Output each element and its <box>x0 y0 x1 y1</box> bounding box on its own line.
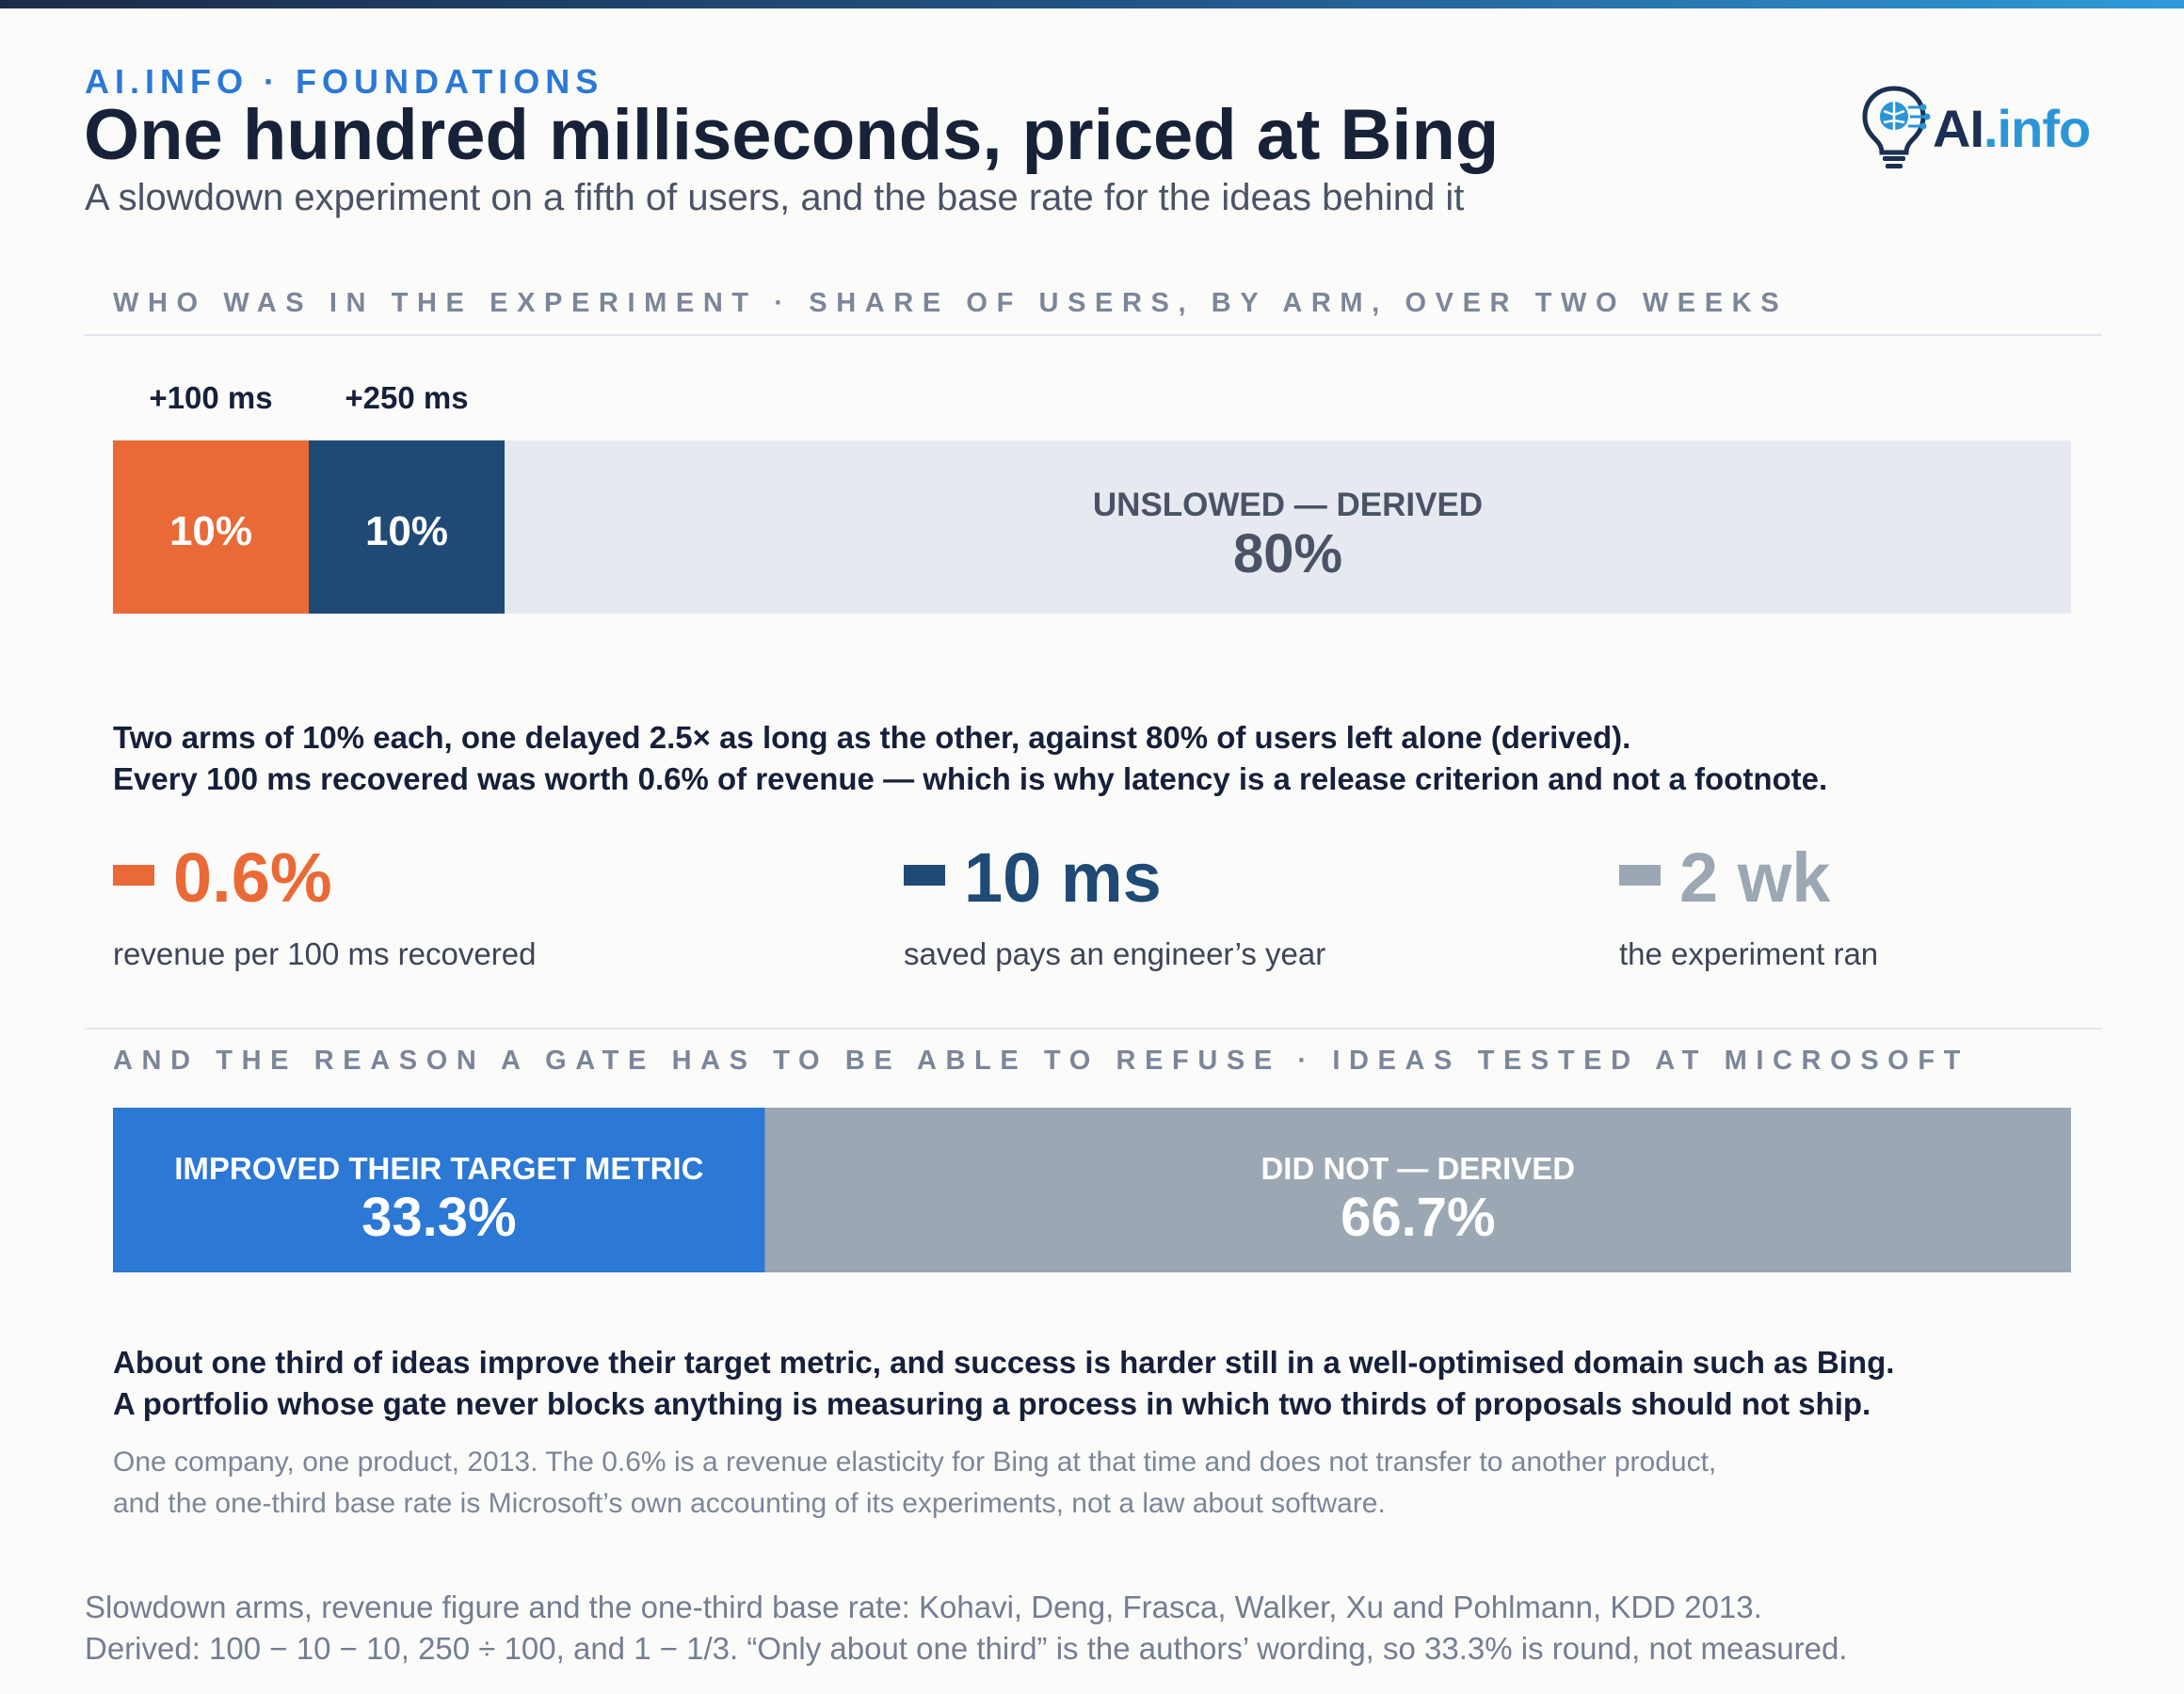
summary-line: About one third of ideas improve their t… <box>113 1345 1895 1380</box>
logo-ai-text: AI <box>1933 99 1984 158</box>
section-divider <box>85 1028 2101 1030</box>
stat-caption: revenue per 100 ms recovered <box>113 936 537 971</box>
arm-label-250ms: +250 ms <box>345 380 469 415</box>
segment-value-label: 66.7% <box>1341 1187 1495 1248</box>
stat-caption: the experiment ran <box>1619 936 1879 971</box>
bar-segment <box>505 440 2071 614</box>
source-note: Slowdown arms, revenue figure and the on… <box>85 1587 1847 1670</box>
page-subtitle: A slowdown experiment on a fifth of user… <box>85 177 1465 218</box>
stat-caption: saved pays an engineer’s year <box>904 936 1326 971</box>
bar-segment <box>309 440 505 614</box>
segment-value-label: 10% <box>169 508 252 554</box>
stat-value: 10 ms <box>964 839 1162 917</box>
summary-paragraph-1: Two arms of 10% each, one delayed 2.5× a… <box>113 717 1827 800</box>
segment-name-label: IMPROVED THEIR TARGET METRIC <box>174 1151 703 1186</box>
section-label-experiment: WHO WAS IN THE EXPERIMENT · SHARE OF USE… <box>113 288 1789 318</box>
summary-line: Every 100 ms recovered was worth 0.6% of… <box>113 761 1828 796</box>
stat-value: 2 wk <box>1679 839 1831 917</box>
bar-segment <box>113 440 309 614</box>
logo-wordmark: AI.info <box>1933 98 2091 159</box>
segment-value-label: 33.3% <box>361 1187 516 1248</box>
section-label-microsoft: AND THE REASON A GATE HAS TO BE ABLE TO … <box>113 1046 1969 1076</box>
source-line: Derived: 100 − 10 − 10, 250 ÷ 100, and 1… <box>85 1631 1848 1666</box>
kicker: AI.INFO · FOUNDATIONS <box>85 62 604 101</box>
segment-name-label: UNSLOWED — DERIVED <box>1093 487 1483 523</box>
source-line: Slowdown arms, revenue figure and the on… <box>85 1590 1762 1624</box>
section-divider <box>85 334 2101 336</box>
caveat-note: One company, one product, 2013. The 0.6%… <box>113 1442 1716 1525</box>
bar-segment <box>113 1108 765 1272</box>
caveat-line: and the one-third base rate is Microsoft… <box>113 1488 1386 1519</box>
stat-swatch <box>904 865 945 886</box>
summary-line: A portfolio whose gate never blocks anyt… <box>113 1386 1871 1421</box>
bar-segment <box>764 1108 2071 1272</box>
segment-name-label: DID NOT — DERIVED <box>1261 1151 1575 1186</box>
lightbulb-brain-icon <box>1862 86 1931 168</box>
summary-paragraph-2: About one third of ideas improve their t… <box>113 1342 1894 1425</box>
stat-swatch <box>113 865 154 886</box>
ai-info-logo: AI.info <box>1859 85 2104 171</box>
segment-value-label: 10% <box>365 508 448 554</box>
logo-info-text: .info <box>1983 99 2091 158</box>
page-title: One hundred milliseconds, priced at Bing <box>84 95 1500 175</box>
summary-line: Two arms of 10% each, one delayed 2.5× a… <box>113 720 1631 755</box>
stat-value: 0.6% <box>173 839 332 917</box>
segment-value-label: 80% <box>1233 523 1342 584</box>
stat-swatch <box>1619 865 1661 886</box>
top-accent-bar <box>0 0 2184 8</box>
arm-label-100ms: +100 ms <box>149 380 273 415</box>
caveat-line: One company, one product, 2013. The 0.6%… <box>113 1446 1717 1478</box>
